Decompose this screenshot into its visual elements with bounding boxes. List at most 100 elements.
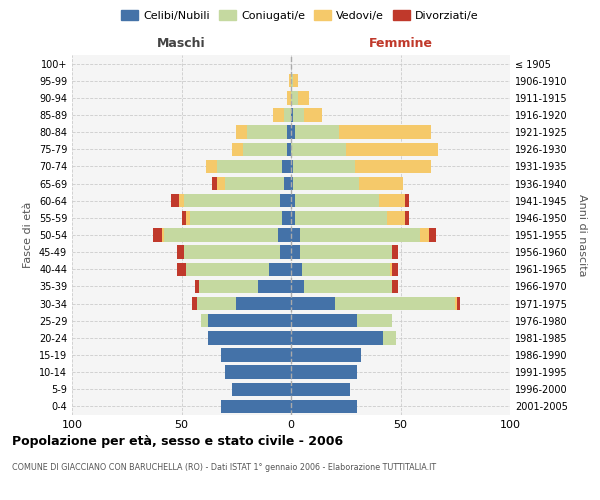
Bar [226,177,284,190]
Bar [293,74,298,88]
Bar [282,211,291,224]
Bar [379,194,405,207]
Bar [232,142,243,156]
Bar [295,211,388,224]
Bar [291,91,298,104]
Bar [164,228,278,241]
Bar [269,262,291,276]
Bar [291,366,357,379]
Bar [357,314,392,328]
Bar [346,142,438,156]
Bar [291,400,357,413]
Bar [208,331,291,344]
Bar [287,126,291,139]
Bar [217,160,282,173]
Bar [293,177,359,190]
Bar [293,160,355,173]
Bar [186,211,190,224]
Bar [291,382,350,396]
Bar [295,126,339,139]
Bar [392,246,398,259]
Bar [287,142,291,156]
Bar [193,297,197,310]
Text: Maschi: Maschi [157,37,206,50]
Bar [153,228,162,241]
Bar [258,280,291,293]
Bar [206,160,217,173]
Bar [236,126,247,139]
Bar [291,160,293,173]
Bar [291,262,302,276]
Bar [389,262,392,276]
Bar [291,280,304,293]
Bar [274,108,284,122]
Bar [298,91,308,104]
Bar [177,262,186,276]
Bar [295,194,379,207]
Bar [291,211,295,224]
Bar [284,108,291,122]
Bar [179,194,184,207]
Bar [232,382,291,396]
Bar [291,177,293,190]
Bar [302,262,389,276]
Y-axis label: Anni di nascita: Anni di nascita [577,194,587,276]
Bar [304,280,392,293]
Bar [289,74,291,88]
Bar [405,211,409,224]
Bar [184,246,280,259]
Bar [291,228,300,241]
Bar [278,228,291,241]
Bar [291,74,293,88]
Bar [221,348,291,362]
Bar [339,126,431,139]
Bar [194,280,199,293]
Bar [199,280,258,293]
Bar [291,246,300,259]
Bar [291,331,383,344]
Bar [186,262,269,276]
Bar [226,366,291,379]
Bar [177,246,184,259]
Bar [236,297,291,310]
Bar [197,297,236,310]
Bar [291,194,295,207]
Bar [291,314,357,328]
Bar [291,126,295,139]
Bar [455,297,457,310]
Bar [170,194,179,207]
Bar [291,108,293,122]
Bar [392,280,398,293]
Text: Popolazione per età, sesso e stato civile - 2006: Popolazione per età, sesso e stato civil… [12,435,343,448]
Bar [280,246,291,259]
Bar [182,211,186,224]
Bar [287,91,291,104]
Bar [293,108,304,122]
Bar [304,108,322,122]
Bar [457,297,460,310]
Bar [383,331,396,344]
Bar [280,194,291,207]
Bar [221,400,291,413]
Bar [355,160,431,173]
Bar [291,348,361,362]
Bar [217,177,226,190]
Bar [208,314,291,328]
Bar [291,297,335,310]
Bar [359,177,403,190]
Legend: Celibi/Nubili, Coniugati/e, Vedovi/e, Divorziati/e: Celibi/Nubili, Coniugati/e, Vedovi/e, Di… [117,6,483,25]
Bar [392,262,398,276]
Bar [243,142,287,156]
Y-axis label: Fasce di età: Fasce di età [23,202,33,268]
Bar [284,177,291,190]
Bar [247,126,287,139]
Bar [212,177,217,190]
Bar [291,142,346,156]
Bar [335,297,455,310]
Bar [184,194,280,207]
Bar [388,211,405,224]
Text: COMUNE DI GIACCIANO CON BARUCHELLA (RO) - Dati ISTAT 1° gennaio 2006 - Elaborazi: COMUNE DI GIACCIANO CON BARUCHELLA (RO) … [12,462,436,471]
Bar [162,228,164,241]
Bar [300,228,420,241]
Bar [201,314,208,328]
